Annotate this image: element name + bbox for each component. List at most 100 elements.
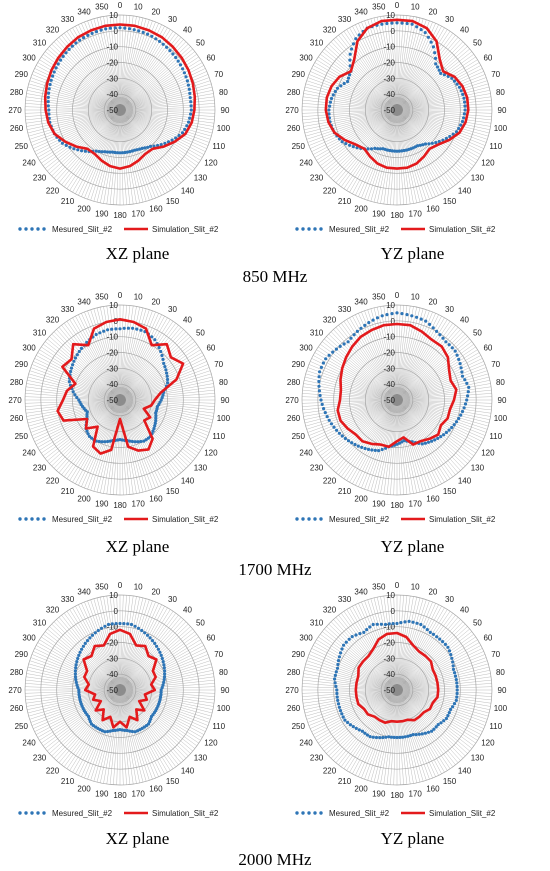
grid-ring: [72, 352, 168, 448]
spoke-line: [398, 695, 421, 783]
measured-point: [353, 442, 357, 447]
spoke-line: [39, 402, 116, 451]
measured-point: [54, 66, 58, 70]
spoke-line: [398, 310, 430, 395]
spoke-line: [121, 597, 144, 685]
measured-point: [354, 37, 358, 41]
angle-tick-label: 110: [212, 722, 225, 731]
measured-point: [166, 140, 171, 144]
spoke-line: [400, 694, 461, 761]
spoke-line: [399, 21, 433, 105]
measured-point: [156, 647, 160, 651]
angle-tick-label: 10: [411, 293, 420, 302]
angle-tick-label: 0: [395, 291, 400, 300]
measured-point: [430, 439, 434, 443]
spoke-line: [349, 115, 395, 193]
measured-point: [378, 736, 382, 740]
angle-tick-label: 20: [151, 587, 160, 596]
measured-point: [415, 621, 419, 625]
grid-ring: [349, 352, 445, 448]
spoke-line: [122, 694, 171, 771]
angle-tick-label: 60: [206, 344, 215, 353]
spoke-line: [402, 83, 489, 109]
measured-point: [446, 74, 450, 78]
spoke-line: [399, 311, 433, 395]
spoke-line: [90, 309, 119, 395]
angle-tick-label: 350: [95, 3, 109, 12]
spoke-line: [116, 595, 121, 685]
grid-ring: [333, 626, 461, 754]
spoke-line: [124, 402, 201, 451]
spoke-line: [402, 691, 488, 720]
spoke-line: [124, 346, 199, 397]
spoke-line: [370, 115, 396, 202]
spoke-line: [33, 692, 115, 729]
spoke-line: [402, 690, 491, 707]
measured-point: [462, 116, 466, 120]
spoke-line: [25, 110, 115, 117]
measured-point: [74, 666, 78, 670]
spoke-line: [400, 621, 464, 686]
spoke-line: [125, 402, 204, 445]
measured-point: [418, 143, 422, 147]
spoke-line: [398, 19, 427, 105]
spoke-line: [401, 403, 473, 459]
measured-point: [376, 147, 380, 151]
measured-point: [165, 45, 169, 49]
spoke-line: [305, 83, 392, 109]
spoke-line: [302, 110, 392, 121]
measured-point: [434, 725, 438, 729]
spoke-line: [311, 648, 392, 688]
spoke-line: [125, 103, 215, 110]
spoke-line: [36, 402, 115, 445]
spoke-line: [113, 595, 120, 685]
angle-tick-label: 50: [473, 619, 482, 628]
spoke-line: [25, 683, 115, 690]
spoke-line: [398, 405, 424, 492]
spoke-line: [75, 405, 118, 484]
measured-point: [443, 642, 447, 647]
spoke-line: [383, 695, 397, 785]
spoke-line: [125, 364, 209, 398]
measured-point: [154, 416, 158, 420]
spoke-line: [78, 405, 118, 486]
spoke-line: [311, 112, 392, 152]
measured-point: [406, 734, 410, 738]
spoke-line: [370, 18, 396, 105]
spoke-line: [318, 693, 393, 744]
spoke-line: [302, 679, 392, 690]
spoke-line: [333, 404, 394, 471]
spoke-line: [124, 633, 198, 687]
angle-tick-label: 330: [338, 595, 352, 604]
measured-point: [56, 62, 60, 66]
measured-point: [160, 656, 164, 661]
grid-ring: [380, 673, 414, 707]
spoke-line: [125, 690, 214, 707]
measured-point: [347, 637, 351, 641]
radial-tick-label: 10: [109, 301, 118, 310]
spoke-line: [27, 111, 115, 134]
spoke-line: [66, 611, 117, 686]
spoke-line: [125, 401, 211, 430]
spoke-line: [125, 396, 215, 401]
spoke-line: [42, 113, 116, 167]
measured-point: [77, 349, 81, 354]
measured-point: [405, 313, 409, 317]
spoke-line: [304, 691, 392, 710]
grid-ring: [103, 383, 137, 417]
measured-point: [327, 112, 331, 116]
legend-dotted-marker: [42, 517, 46, 521]
measured-point: [460, 119, 465, 124]
spoke-line: [302, 400, 392, 407]
measured-point: [395, 311, 399, 315]
measured-point: [189, 100, 193, 104]
spoke-line: [125, 399, 215, 404]
grid-ring: [87, 77, 153, 143]
spoke-line: [380, 695, 397, 784]
measured-point: [452, 79, 457, 83]
measured-point: [466, 394, 470, 398]
spoke-line: [370, 308, 396, 395]
spoke-line: [383, 595, 397, 685]
spoke-line: [402, 666, 490, 689]
measured-point: [151, 429, 155, 433]
